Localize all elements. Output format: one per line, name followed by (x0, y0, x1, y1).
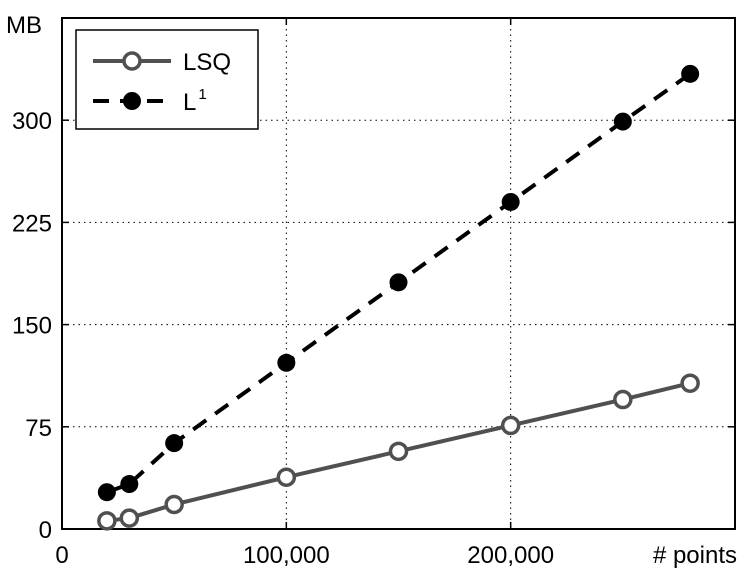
y-axis-label: MB (6, 12, 42, 39)
legend-marker (123, 92, 141, 110)
data-point (164, 494, 184, 515)
data-point (613, 112, 632, 131)
data-point (389, 273, 408, 292)
y-tick-label: 225 (12, 210, 52, 237)
grid-lines (62, 18, 735, 529)
plot-frame (61, 17, 736, 530)
legend-marker (122, 51, 142, 71)
legend: LSQ L 1 (75, 29, 259, 130)
x-axis-label: # points (653, 542, 737, 569)
data-point (97, 511, 117, 531)
data-point (277, 353, 296, 372)
y-tick-label: 150 (12, 313, 52, 340)
legend-box (75, 29, 259, 130)
data-point (119, 508, 140, 528)
x-tick-label: 100,000 (243, 542, 330, 569)
data-point (276, 467, 297, 487)
y-tick-label: 0 (39, 517, 52, 544)
legend-label: LSQ (183, 49, 231, 76)
data-point (501, 192, 520, 211)
axis-ticks: 0 100,000 200,000 0 75 150 225 300 (12, 18, 735, 569)
series-line (106, 72, 692, 495)
data-point (680, 373, 700, 393)
x-tick-label: 200,000 (467, 542, 554, 569)
data-point (120, 475, 139, 494)
data-point (97, 483, 116, 502)
data-point (500, 415, 521, 436)
series-layer (97, 64, 700, 531)
data-point (613, 389, 633, 410)
series-lsq (97, 373, 700, 531)
y-tick-label: 75 (25, 415, 52, 442)
data-point (165, 434, 184, 453)
data-point (388, 441, 409, 462)
legend-label-text: LSQ (183, 49, 231, 76)
y-tick-label: 300 (12, 108, 52, 135)
series-l1 (97, 64, 700, 502)
legend-label-text: L (183, 89, 196, 116)
legend-item: LSQ (93, 49, 231, 76)
data-point (681, 64, 700, 83)
legend-label-superscript: 1 (198, 86, 206, 103)
x-tick-label: 0 (55, 542, 68, 569)
